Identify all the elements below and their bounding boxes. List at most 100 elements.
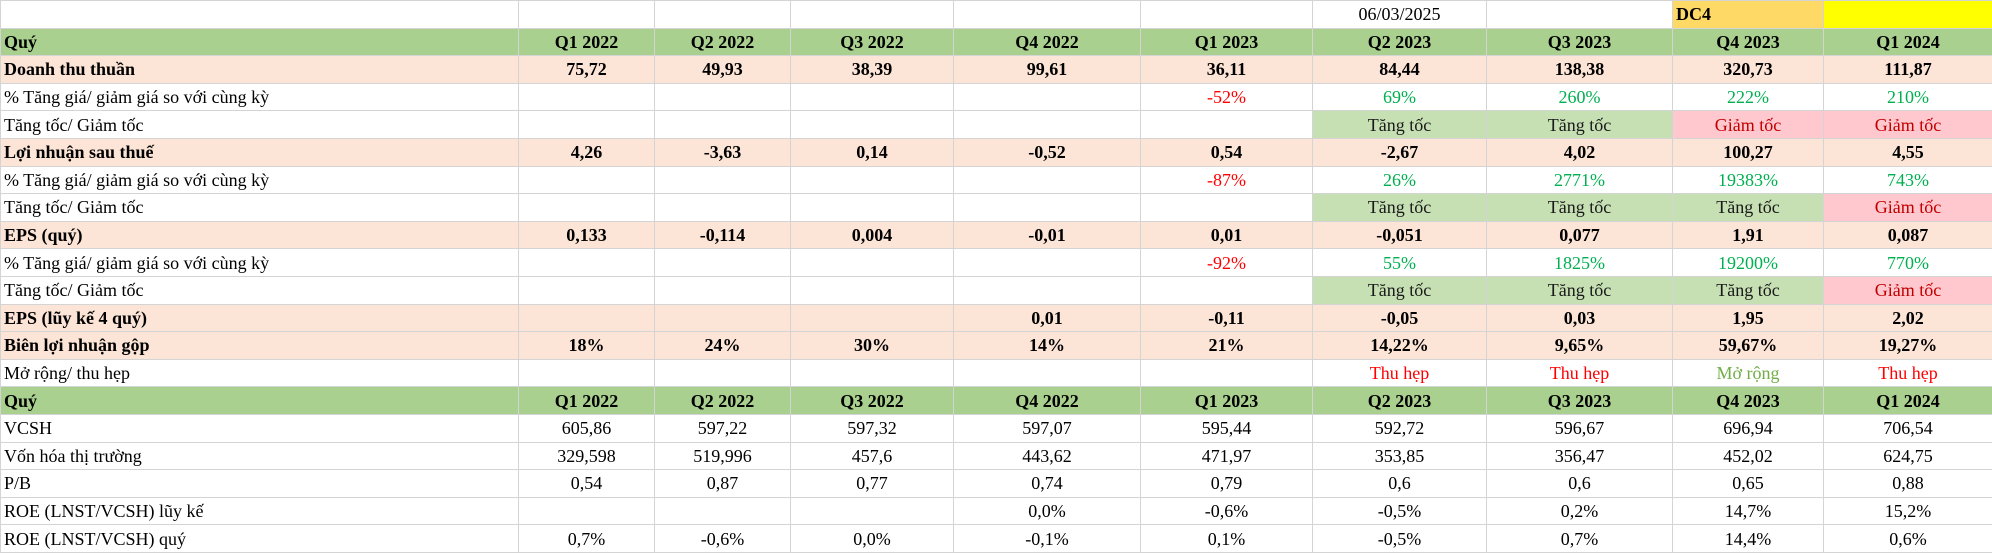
cell: 471,97 [1140,441,1313,471]
cell: 605,86 [518,413,655,443]
cell [1140,358,1313,388]
cell: 260% [1486,82,1673,112]
date: 06/03/2025 [1312,0,1487,29]
cell: Tăng tốc [1672,275,1824,305]
cell: 21% [1140,331,1313,360]
cell: 356,47 [1486,441,1673,471]
cell: 597,07 [953,413,1141,443]
cell: 0,79 [1140,469,1313,498]
row-label: % Tăng giá/ giảm giá so với cùng kỳ [0,248,519,277]
cell: Tăng tốc [1312,275,1487,305]
cell [518,496,655,526]
table-row: Lợi nhuận sau thuế 4,26 -3,63 0,14 -0,52 0,54… [0,137,1992,167]
cell: 138,38 [1486,55,1673,84]
cell: Q4 2022 [953,386,1141,415]
cell: 1,91 [1672,220,1824,250]
cell: 743% [1823,165,1992,195]
cell: Tăng tốc [1312,193,1487,222]
table-row: Mở rộng/ thu hẹp Thu hẹp Thu hẹp Mở rộng Thu… [0,358,1992,388]
row-label: EPS (quý) [0,220,519,250]
cell: -2,67 [1312,137,1487,167]
cell [1140,0,1313,29]
cell: Q2 2023 [1312,27,1487,57]
cell [518,110,655,139]
cell [953,248,1141,277]
cell: 69% [1312,82,1487,112]
cell: 452,02 [1672,441,1824,471]
cell: 597,22 [654,413,791,443]
cell: -0,05 [1312,303,1487,333]
cell [0,0,519,29]
row-label: % Tăng giá/ giảm giá so với cùng kỳ [0,165,519,195]
table-row: VCSH 605,86 597,22 597,32 597,07 595,44 592,72… [0,413,1992,443]
cell: Giảm tốc [1672,110,1824,139]
cell: 1825% [1486,248,1673,277]
cell: 100,27 [1672,137,1824,167]
cell: -52% [1140,82,1313,112]
cell: 0,77 [790,469,954,498]
cell [953,165,1141,195]
row-label: Doanh thu thuần [0,55,519,84]
row-label: Quý [0,27,519,57]
cell [654,303,791,333]
table-row: EPS (lũy kế 4 quý) 0,01 -0,11 -0,05 0,03 1,95… [0,303,1992,333]
cell: 0,6% [1823,524,1992,553]
cell [518,358,655,388]
cell [953,193,1141,222]
cell [518,165,655,195]
row-label: Biên lợi nhuận gộp [0,331,519,360]
cell: 519,996 [654,441,791,471]
cell: 111,87 [1823,55,1992,84]
cell: Q4 2023 [1672,27,1824,57]
row-label: % Tăng giá/ giảm giá so với cùng kỳ [0,82,519,112]
cell: -0,1% [953,524,1141,553]
cell: 14% [953,331,1141,360]
cell: Giảm tốc [1823,110,1992,139]
cell: -0,01 [953,220,1141,250]
cell: 30% [790,331,954,360]
cell: 4,26 [518,137,655,167]
row-label: Quý [0,386,519,415]
cell: 0,88 [1823,469,1992,498]
cell: Giảm tốc [1823,193,1992,222]
cell: Tăng tốc [1486,110,1673,139]
cell [654,496,791,526]
cell: 14,4% [1672,524,1824,553]
cell [1140,193,1313,222]
cell: 0,004 [790,220,954,250]
cell [953,82,1141,112]
cell [790,0,954,29]
cell: 0,087 [1823,220,1992,250]
table-row: Doanh thu thuần 75,72 49,93 38,39 99,61 36,11… [0,55,1992,84]
cell [790,496,954,526]
cell [654,165,791,195]
cell: 353,85 [1312,441,1487,471]
row-label: VCSH [0,413,519,443]
cell: 4,55 [1823,137,1992,167]
cell: 0,7% [1486,524,1673,553]
cell [790,275,954,305]
cell [518,0,655,29]
cell: 592,72 [1312,413,1487,443]
cell: 0,54 [1140,137,1313,167]
cell [654,82,791,112]
table-row: EPS (quý) 0,133 -0,114 0,004 -0,01 0,01 -0,051… [0,220,1992,250]
cell: 0,87 [654,469,791,498]
cell: Mở rộng [1672,358,1824,388]
cell: 38,39 [790,55,954,84]
cell [790,358,954,388]
table-row: Tăng tốc/ Giảm tốc Tăng tốc Tăng tốc Giảm t… [0,110,1992,139]
cell: 15,2% [1823,496,1992,526]
cell: 0,2% [1486,496,1673,526]
table-row: Tăng tốc/ Giảm tốc Tăng tốc Tăng tốc Tăng t… [0,275,1992,305]
cell: Q4 2022 [953,27,1141,57]
cell [953,275,1141,305]
cell: 0,54 [518,469,655,498]
cell: Q1 2022 [518,27,655,57]
row-label: Tăng tốc/ Giảm tốc [0,193,519,222]
cell: Q3 2022 [790,386,954,415]
cell: 443,62 [953,441,1141,471]
cell: 222% [1672,82,1824,112]
